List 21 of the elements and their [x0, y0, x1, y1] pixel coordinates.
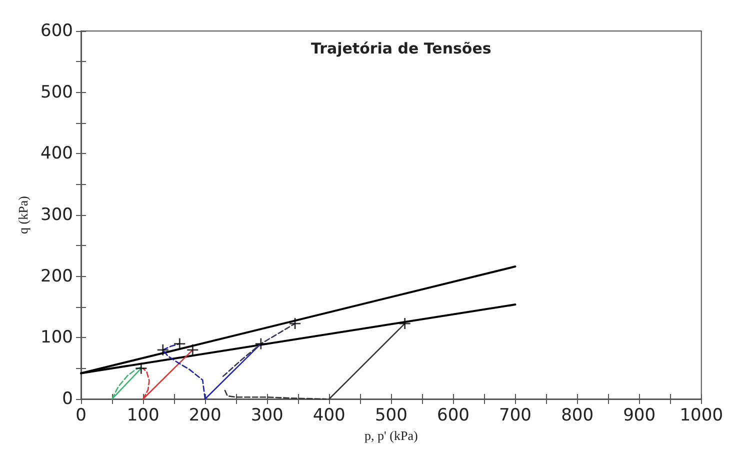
- text: Trajetória de Tensões: [311, 40, 492, 58]
- x-tick-label: 200: [188, 406, 222, 426]
- x-tick-label: 800: [561, 406, 594, 426]
- x-tick-label: 0: [76, 406, 86, 426]
- x-tick-label: 300: [250, 406, 284, 426]
- y-tick-label: 0: [62, 389, 73, 409]
- y-tick-label: 600: [40, 21, 73, 41]
- x-tick-label: 100: [126, 406, 160, 426]
- y-tick-label: 100: [40, 328, 73, 348]
- x-tick-label: 900: [623, 406, 656, 426]
- y-axis-title: q (kPa): [16, 196, 31, 234]
- x-tick-label: 700: [499, 406, 532, 426]
- x-tick-label: 500: [374, 406, 408, 426]
- y-tick-label: 200: [40, 266, 73, 286]
- x-tick-label: 600: [436, 406, 470, 426]
- x-tick-label: 400: [312, 406, 346, 426]
- y-tick-label: 500: [40, 82, 73, 102]
- x-axis-title: p, p' (kPa): [364, 428, 418, 443]
- x-tick-label: 1000: [680, 406, 723, 426]
- y-tick-label: 300: [40, 205, 73, 225]
- y-tick-label: 400: [40, 144, 73, 164]
